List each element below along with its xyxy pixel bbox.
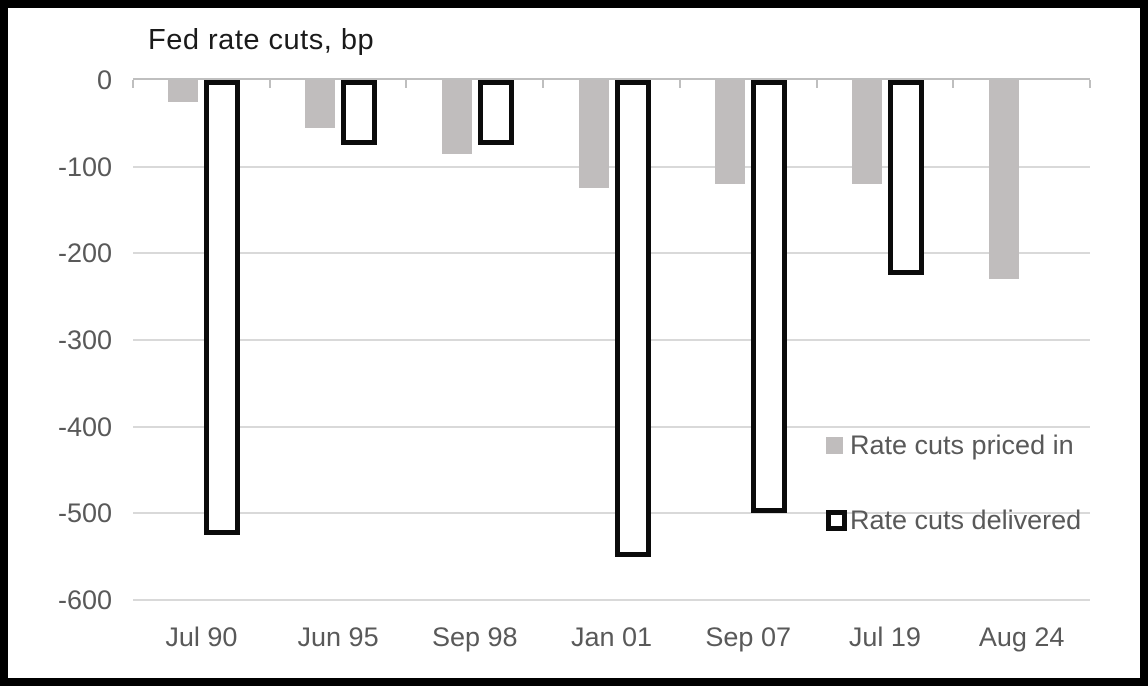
gridline: [133, 599, 1090, 601]
bar-rate-cuts-delivered: [887, 80, 924, 275]
legend-label-delivered: Rate cuts delivered: [850, 504, 1082, 535]
delivered-swatch-icon: [826, 509, 847, 531]
x-axis-tick-label: Jun 95: [297, 622, 379, 652]
priced-in-swatch-icon: [826, 436, 843, 454]
x-axis-tick-label: Jan 01: [570, 622, 653, 652]
gridline: [133, 252, 1090, 255]
zero-axis-tick: [132, 80, 134, 88]
bar-rate-cuts-delivered: [477, 80, 514, 145]
legend: Rate cuts priced in Rate cuts delivered: [826, 428, 1081, 578]
y-axis-tick-label: -500: [57, 498, 112, 529]
zero-axis-tick: [952, 80, 955, 88]
bar-rate-cuts-priced-in: [988, 80, 1019, 280]
legend-item-priced-in: Rate cuts priced in: [826, 428, 1081, 462]
bar-rate-cuts-delivered: [614, 80, 651, 557]
gridline: [133, 165, 1090, 168]
bar-rate-cuts-priced-in: [441, 80, 472, 154]
x-axis-tick-label: Sep 98: [431, 622, 518, 652]
gridline: [133, 512, 1090, 515]
zero-axis-tick: [268, 80, 271, 88]
bar-rate-cuts-priced-in: [305, 80, 336, 128]
gridline: [133, 339, 1090, 341]
bar-rate-cuts-priced-in: [715, 80, 746, 184]
chart-title: Fed rate cuts, bp: [148, 24, 375, 56]
bar-rate-cuts-priced-in: [168, 80, 199, 102]
bar-rate-cuts-delivered: [341, 80, 378, 145]
legend-item-delivered: Rate cuts delivered: [826, 503, 1081, 537]
bar-rate-cuts-priced-in: [578, 80, 609, 189]
y-axis-tick-label: -300: [57, 325, 112, 355]
y-axis-tick-label: -600: [57, 585, 112, 615]
zero-axis-tick: [405, 80, 408, 88]
gridline: [133, 425, 1090, 428]
zero-axis-line: [133, 78, 1090, 80]
x-axis-tick-label: Jul 90: [165, 622, 238, 652]
x-axis-tick-label: Jul 19: [848, 622, 921, 652]
zero-axis-tick: [542, 80, 545, 88]
zero-axis-tick: [1089, 80, 1091, 88]
x-axis-tick-label: Sep 07: [705, 622, 791, 652]
zero-axis-tick: [678, 80, 681, 88]
y-axis-tick-label: 0: [96, 65, 112, 95]
y-axis-tick-label: -200: [57, 238, 112, 269]
x-axis-tick-label: Aug 24: [978, 622, 1065, 652]
bar-rate-cuts-delivered: [204, 80, 241, 535]
bar-rate-cuts-priced-in: [851, 80, 882, 184]
y-axis-tick-label: -400: [57, 411, 112, 442]
y-axis-tick-label: -100: [57, 151, 112, 182]
legend-label-priced-in: Rate cuts priced in: [850, 429, 1074, 460]
zero-axis-tick: [815, 80, 818, 88]
bar-rate-cuts-delivered: [751, 80, 788, 514]
